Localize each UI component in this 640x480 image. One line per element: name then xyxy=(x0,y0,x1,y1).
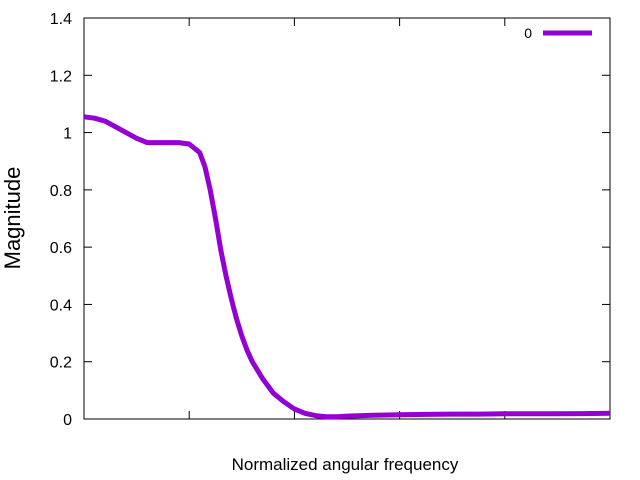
y-tick-label: 0.6 xyxy=(50,240,72,257)
plot-frame xyxy=(83,17,611,420)
y-tick-label: 1.2 xyxy=(50,68,72,85)
y-tick-label: 0.8 xyxy=(50,183,72,200)
legend: 0 xyxy=(524,25,592,41)
y-tick-label: 0.4 xyxy=(50,297,72,314)
series-group xyxy=(83,114,611,420)
y-tick-labels: 0 0.2 0.4 0.6 0.8 1 1.2 1.4 xyxy=(50,11,72,429)
y-tick-label: 1 xyxy=(63,126,72,143)
series-line-0 xyxy=(83,114,611,420)
y-tick-label: 1.4 xyxy=(50,11,72,28)
legend-label: 0 xyxy=(524,25,532,41)
y-tick-label: 0.2 xyxy=(50,355,72,372)
x-axis-label: Normalized angular frequency xyxy=(232,455,459,474)
y-tick-label: 0 xyxy=(63,412,72,429)
y-axis-label: Magnitude xyxy=(0,167,25,270)
axis-ticks xyxy=(83,17,611,420)
